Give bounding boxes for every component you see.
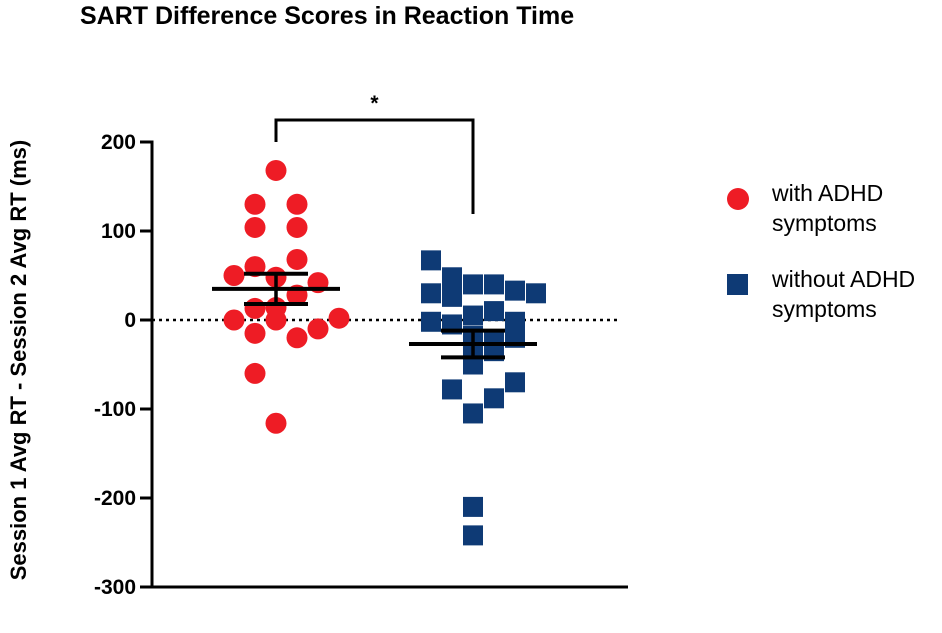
data-point-circle (223, 309, 245, 331)
data-point-square (484, 274, 504, 295)
circle-marker-icon (727, 188, 749, 210)
data-point-square (421, 311, 441, 332)
data-point-square (505, 311, 525, 332)
data-point-square (505, 372, 525, 393)
data-point-square (505, 280, 525, 301)
square-marker-icon (727, 274, 748, 295)
data-point-square (526, 283, 546, 304)
data-point-square (463, 525, 483, 546)
data-point-square (421, 283, 441, 304)
data-point-circle (265, 412, 287, 434)
legend-label: with ADHD symptoms (772, 180, 884, 236)
summary-overlay: * (212, 92, 537, 360)
y-tick-label: -100 (94, 398, 136, 421)
data-point-square (421, 250, 441, 271)
axes: 200 100 0 -100 -200 -300 (94, 131, 628, 599)
y-tick-label: 100 (101, 220, 136, 243)
data-point-square (442, 379, 462, 400)
data-point-square (484, 388, 504, 409)
data-point-square (484, 301, 504, 322)
data-point-circle (286, 193, 308, 215)
data-point-square (442, 286, 462, 307)
data-point-circle (244, 362, 266, 384)
data-point-circle (286, 327, 308, 349)
legend-square-swatch (727, 274, 748, 295)
data-point-circle (307, 318, 329, 340)
data-point-circle (244, 297, 266, 319)
data-point-square (463, 274, 483, 295)
data-point-circle (328, 307, 350, 329)
data-point-circle (286, 248, 308, 270)
data-point-circle (244, 322, 266, 344)
data-point-circle (286, 216, 308, 238)
data-point-circle (265, 309, 287, 331)
data-point-square (442, 267, 462, 288)
data-point-square (463, 496, 483, 517)
data-point-circle (244, 216, 266, 238)
data-point-square (463, 354, 483, 375)
significance-bracket (274, 118, 475, 214)
legend-label: without ADHD symptoms (772, 266, 916, 322)
data-point-circle (223, 265, 245, 286)
y-tick-label: 200 (101, 131, 136, 154)
data-point-square (463, 305, 483, 326)
significance-star: * (370, 92, 379, 115)
data-marks (223, 159, 546, 546)
y-tick-label: 0 (124, 309, 136, 332)
chart-title: SART Difference Scores in Reaction Time (80, 2, 575, 30)
legend-circle-swatch (727, 188, 749, 210)
y-tick-label: -200 (94, 487, 136, 510)
data-point-circle (265, 159, 287, 181)
data-point-circle (244, 193, 266, 215)
y-tick-label: -300 (94, 576, 136, 599)
data-point-square (463, 403, 483, 424)
